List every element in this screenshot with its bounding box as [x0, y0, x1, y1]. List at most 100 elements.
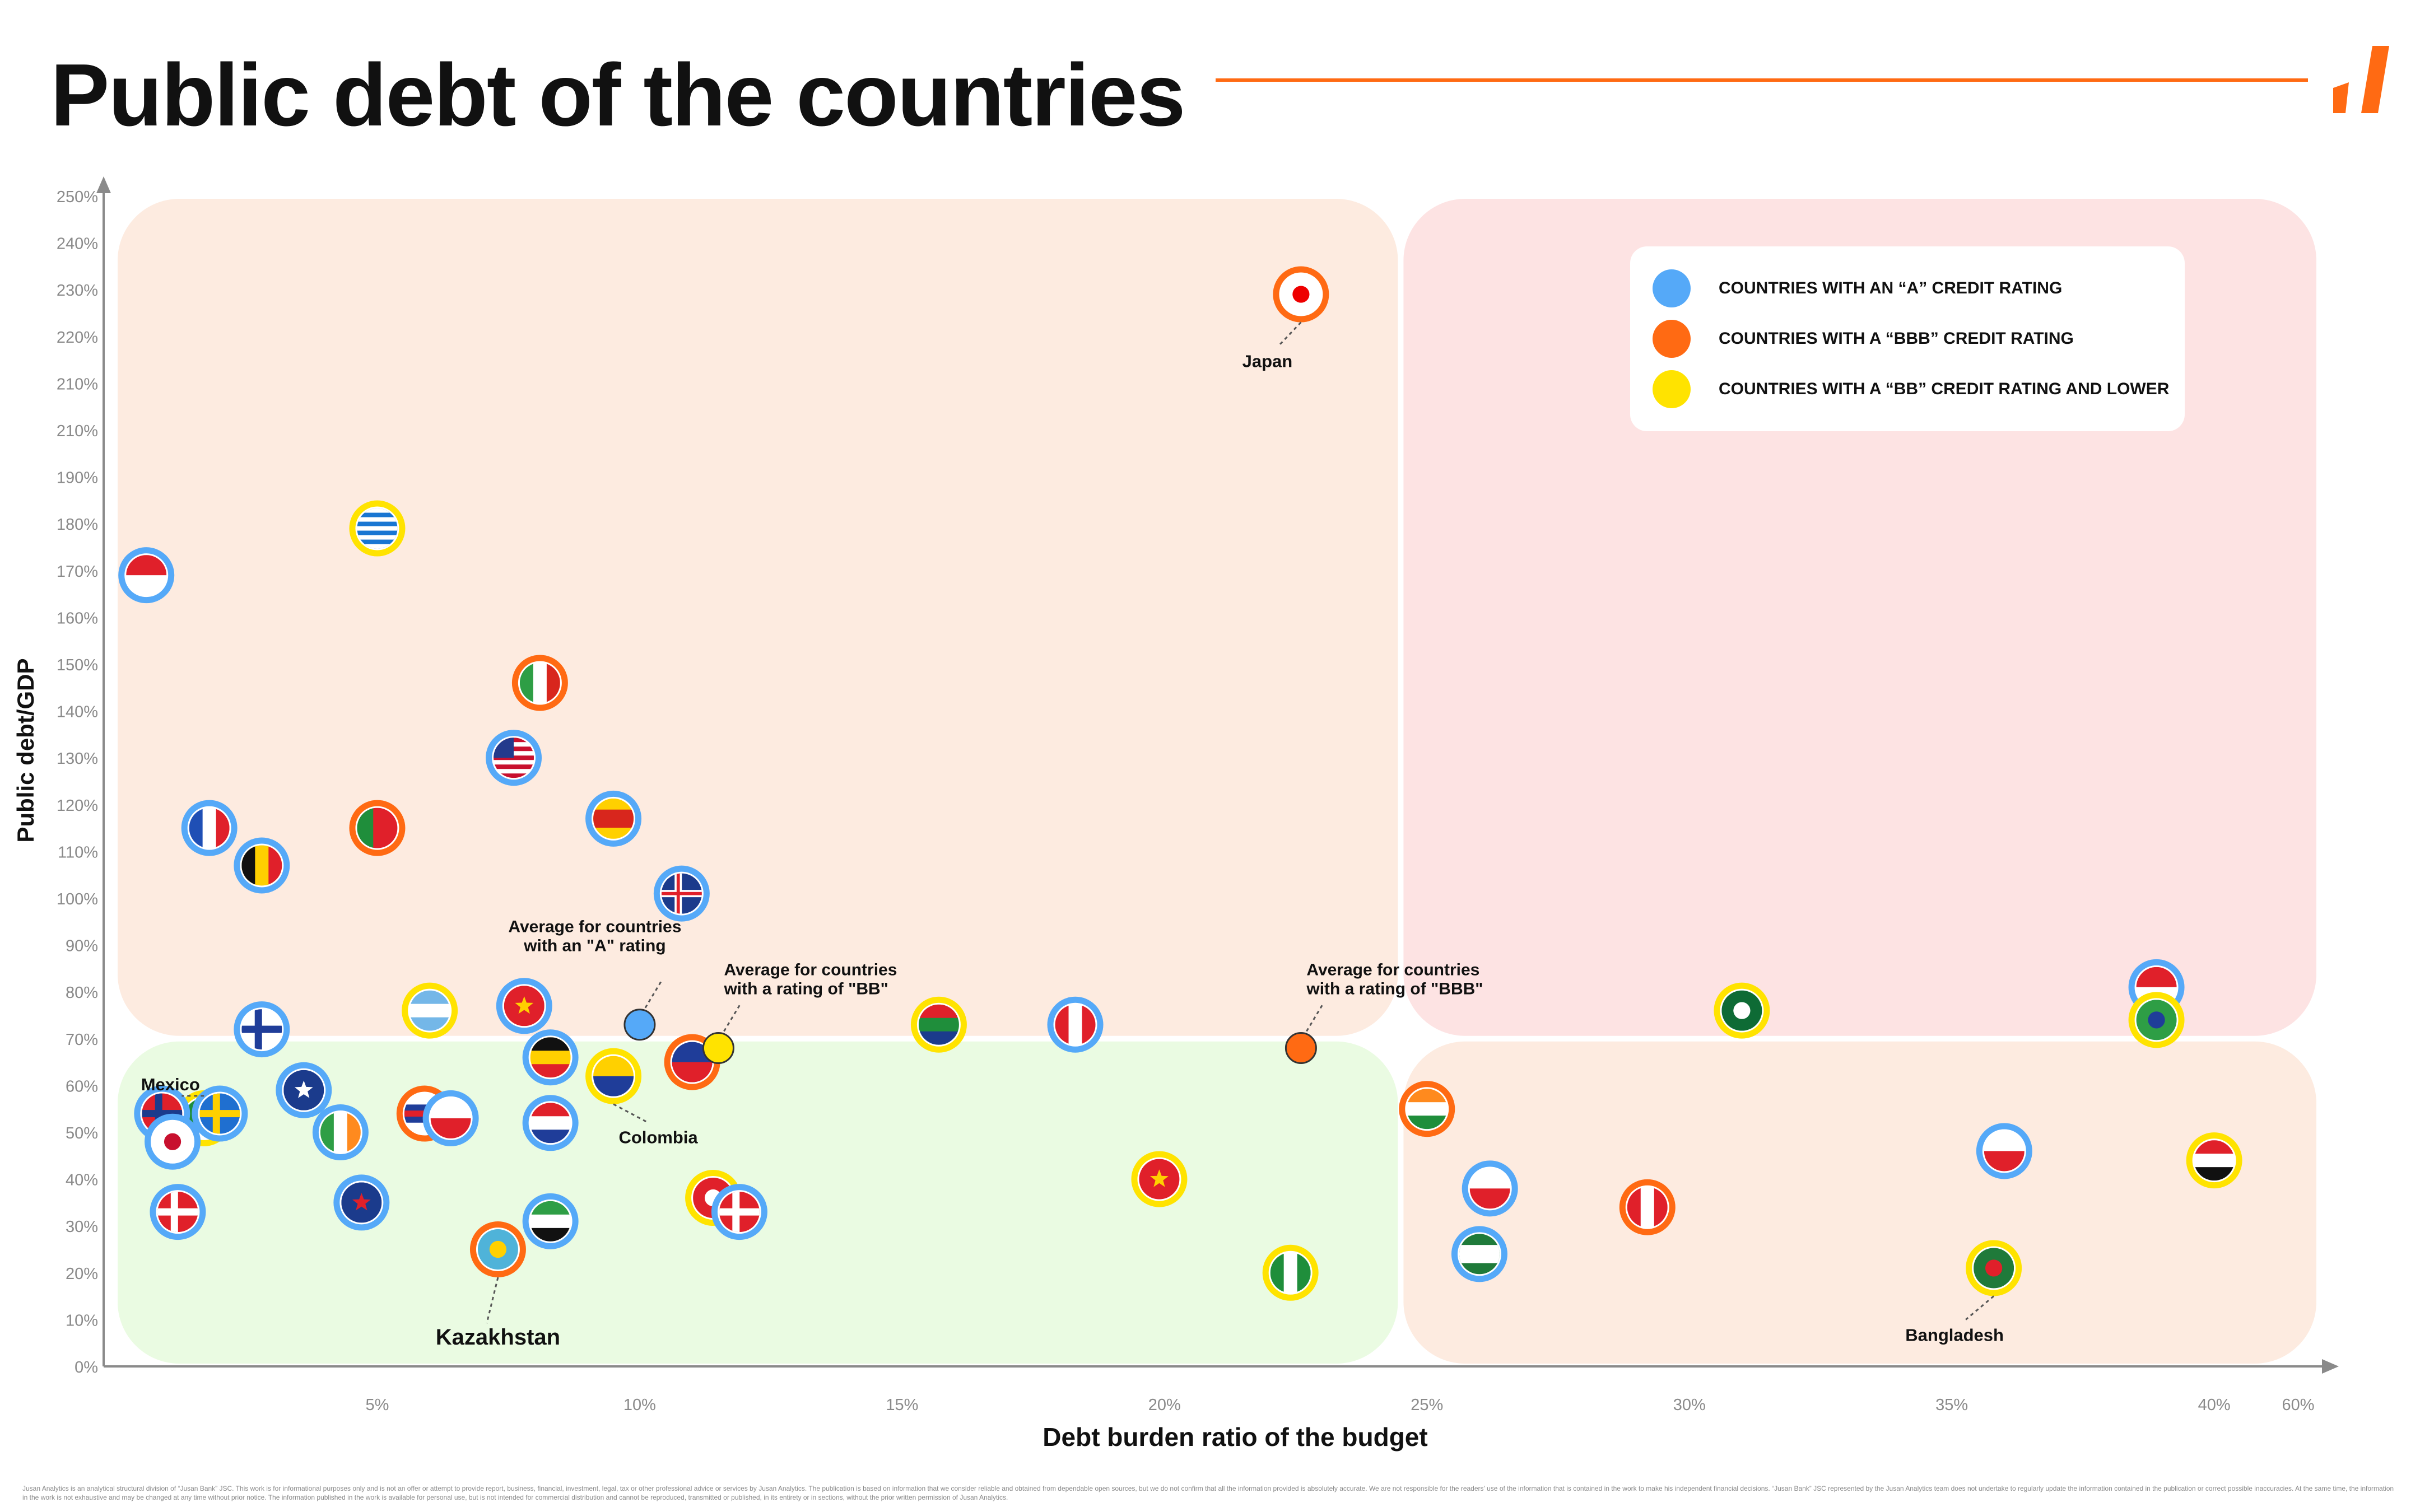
- x-tick-label: 35%: [1935, 1396, 1968, 1414]
- data-point-switzerland[interactable]: [150, 1184, 206, 1240]
- legend-item-BBB: COUNTRIES WITH A “BBB” CREDIT RATING: [1653, 319, 2074, 358]
- country-label: Colombia: [618, 1128, 698, 1147]
- zone-upper-left: [118, 199, 1398, 1036]
- south-africa-flag-icon: [918, 1004, 959, 1045]
- data-point-czechia[interactable]: [1976, 1123, 2032, 1179]
- y-tick-label: 30%: [66, 1218, 98, 1236]
- x-tick-label: 20%: [1148, 1396, 1181, 1414]
- y-tick-label: 10%: [66, 1312, 98, 1329]
- data-point-nigeria[interactable]: [1262, 1244, 1319, 1301]
- data-point-france[interactable]: [181, 800, 238, 856]
- average-marker-BB[interactable]: [702, 1032, 734, 1065]
- data-point-saudi-arabia[interactable]: [1451, 1226, 1507, 1282]
- country-label: Bangladesh: [1905, 1325, 2004, 1345]
- colombia-flag-icon: [593, 1056, 634, 1096]
- data-point-italy[interactable]: [511, 655, 568, 711]
- y-tick-label: 100%: [57, 890, 98, 908]
- data-point-brazil[interactable]: [2128, 992, 2185, 1048]
- data-point-belgium[interactable]: [234, 837, 290, 894]
- italy-flag-icon: [519, 662, 560, 703]
- ireland-flag-icon: [320, 1112, 361, 1152]
- y-tick-label: 90%: [66, 937, 98, 955]
- data-point-uae[interactable]: [522, 1193, 579, 1249]
- y-axis-title: Public debt/GDP: [12, 658, 39, 842]
- data-point-chile[interactable]: [1462, 1160, 1518, 1217]
- data-point-finland[interactable]: [234, 1001, 290, 1058]
- y-tick-label: 150%: [57, 656, 98, 674]
- y-tick-label: 160%: [57, 609, 98, 627]
- data-point-australia[interactable]: [276, 1062, 332, 1118]
- data-point-bangladesh[interactable]: [1966, 1240, 2022, 1296]
- uae-flag-icon: [530, 1201, 571, 1242]
- average-marker-A[interactable]: [623, 1009, 656, 1041]
- data-point-ireland[interactable]: [312, 1104, 369, 1160]
- y-tick-label: 0%: [75, 1359, 98, 1376]
- data-point-denmark[interactable]: [711, 1184, 767, 1240]
- belgium-flag-icon: [241, 845, 282, 886]
- y-tick-label: 110%: [58, 843, 98, 861]
- data-point-japan[interactable]: [1273, 266, 1329, 323]
- y-tick-label: 20%: [66, 1265, 98, 1283]
- data-point-peru[interactable]: [1619, 1179, 1676, 1235]
- argentina-flag-icon: [409, 990, 450, 1031]
- data-point-colombia[interactable]: [585, 1048, 642, 1104]
- japan-flag-icon: [1281, 274, 1321, 315]
- average-marker-BBB[interactable]: [1285, 1032, 1317, 1065]
- data-point-canada[interactable]: [1047, 996, 1104, 1053]
- sweden-flag-icon: [199, 1093, 240, 1134]
- country-label: Kazakhstan: [436, 1325, 560, 1350]
- title-rule: [1216, 78, 2308, 82]
- data-point-south-africa[interactable]: [910, 996, 967, 1053]
- average-leader-line: [723, 1002, 742, 1032]
- y-tick-label: 190%: [57, 469, 98, 487]
- data-point-uk[interactable]: [653, 865, 710, 922]
- y-tick-label: 70%: [66, 1031, 98, 1049]
- data-point-greece[interactable]: [349, 500, 406, 557]
- x-tick-label: 5%: [365, 1396, 389, 1414]
- y-tick-label: 40%: [66, 1172, 98, 1189]
- data-point-argentina[interactable]: [402, 982, 458, 1039]
- data-point-india[interactable]: [1399, 1081, 1455, 1137]
- legend-swatch: [1653, 320, 1691, 358]
- data-point-germany[interactable]: [522, 1029, 579, 1086]
- country-label: Japan: [1242, 352, 1293, 371]
- data-point-portugal[interactable]: [349, 800, 406, 856]
- germany-flag-icon: [530, 1037, 571, 1078]
- australia-flag-icon: [283, 1070, 324, 1110]
- average-label: Average for countries with a rating of "B…: [723, 961, 897, 998]
- legend-label: COUNTRIES WITH A “BB” CREDIT RATING AND …: [1719, 380, 2170, 398]
- disclaimer-text: Jusan Analytics is an analytical structu…: [22, 1485, 2394, 1501]
- finland-flag-icon: [241, 1009, 282, 1050]
- y-tick-label: 180%: [57, 516, 98, 534]
- singapore-flag-icon: [126, 555, 167, 596]
- brand-logo-icon: [2333, 46, 2389, 113]
- legend-swatch: [1653, 370, 1691, 408]
- average-leader-line: [1306, 1002, 1324, 1032]
- saudi-arabia-flag-icon: [1459, 1234, 1500, 1275]
- x-tick-label: 30%: [1673, 1396, 1706, 1414]
- data-point-pakistan[interactable]: [1714, 982, 1770, 1039]
- canada-flag-icon: [1055, 1004, 1096, 1045]
- y-tick-label: 60%: [66, 1077, 98, 1095]
- zone-lower-right: [1403, 1041, 2316, 1364]
- data-point-china[interactable]: [496, 978, 552, 1034]
- y-tick-label: 250%: [57, 188, 98, 206]
- data-point-usa[interactable]: [486, 730, 542, 786]
- x-axis-title: Debt burden ratio of the budget: [1043, 1422, 1427, 1452]
- data-point-south-korea[interactable]: [145, 1113, 201, 1170]
- data-point-sweden[interactable]: [192, 1085, 248, 1142]
- south-korea-flag-icon: [152, 1121, 193, 1162]
- data-point-poland[interactable]: [422, 1090, 479, 1146]
- data-point-singapore[interactable]: [118, 547, 175, 604]
- data-point-new-zealand[interactable]: [333, 1174, 390, 1231]
- x-tick-label: 40%: [2198, 1396, 2231, 1414]
- data-point-vietnam[interactable]: [1131, 1151, 1188, 1207]
- data-point-spain[interactable]: [585, 790, 642, 847]
- greece-flag-icon: [357, 508, 398, 549]
- y-tick-label: 230%: [57, 282, 98, 300]
- y-tick-label: 80%: [66, 984, 98, 1002]
- y-tick-label: 120%: [57, 797, 98, 815]
- data-point-kazakhstan[interactable]: [469, 1221, 526, 1277]
- data-point-netherlands[interactable]: [522, 1095, 579, 1151]
- data-point-egypt[interactable]: [2186, 1132, 2242, 1189]
